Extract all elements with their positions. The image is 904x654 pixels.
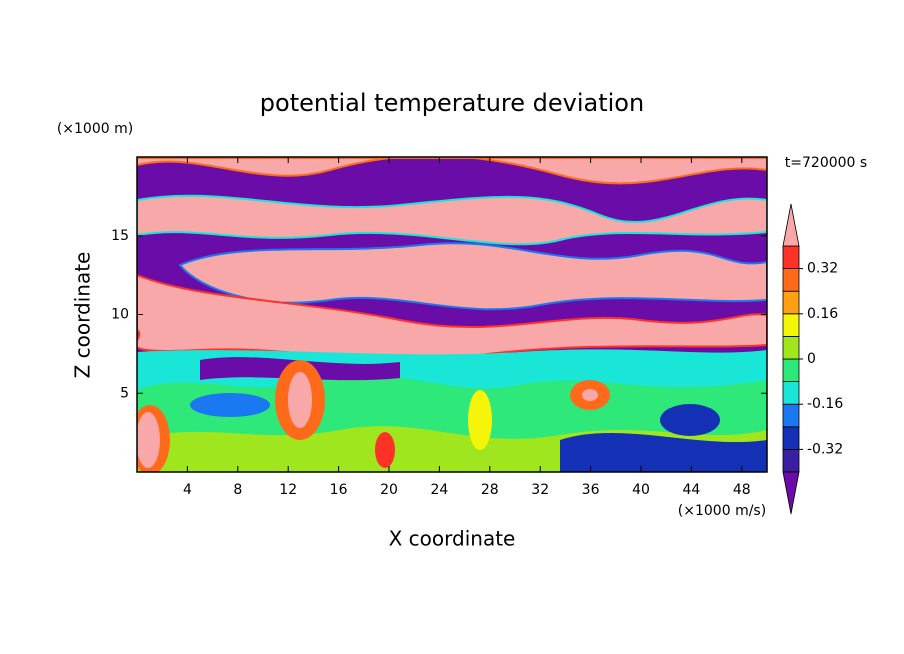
x-axis-label: X coordinate [389,527,516,551]
colorbar-box [782,358,800,383]
colorbar-tick-label: 0.16 [807,306,838,322]
colorbar-tick-label: 0.32 [807,261,838,277]
colorbar-box [782,335,800,360]
y-tick-label: 5 [120,385,129,401]
x-tick-label: 28 [481,482,499,498]
colorbar-tick-label: 0 [807,351,816,367]
x-tick-label: 48 [733,482,751,498]
colorbar-box [782,448,800,473]
chart-title: potential temperature deviation [260,89,644,117]
x-tick-label: 36 [582,482,600,498]
x-tick-label: 24 [430,482,448,498]
y-tick-label: 10 [111,307,129,323]
y-axis-label: Z coordinate [71,252,95,379]
colorbar-extend-high [782,203,800,247]
x-tick-label: 44 [682,482,700,498]
colorbar-box [782,245,800,270]
time-label: t=720000 s [785,155,867,171]
colorbar-box [782,426,800,450]
colorbar-tick-label: -0.16 [807,396,843,412]
x-tick-label: 32 [531,482,549,498]
colorbar-tick-label: -0.32 [807,441,843,457]
x-tick-label: 40 [632,482,650,498]
x-tick-label: 12 [279,482,297,498]
y-unit: (×1000 m) [57,121,133,137]
colorbar-box [782,403,800,428]
contour-field [137,157,767,472]
x-unit: (×1000 m/s) [678,503,766,519]
x-tick-label: 8 [233,482,242,498]
colorbar-box [782,290,800,315]
x-tick-label: 20 [380,482,398,498]
colorbar-box [782,381,800,405]
colorbar-extend-low [782,471,800,515]
x-tick-label: 4 [183,482,192,498]
y-tick-label: 15 [111,228,129,244]
x-tick-label: 16 [330,482,348,498]
colorbar-box [782,268,800,292]
colorbar-box [782,313,800,337]
